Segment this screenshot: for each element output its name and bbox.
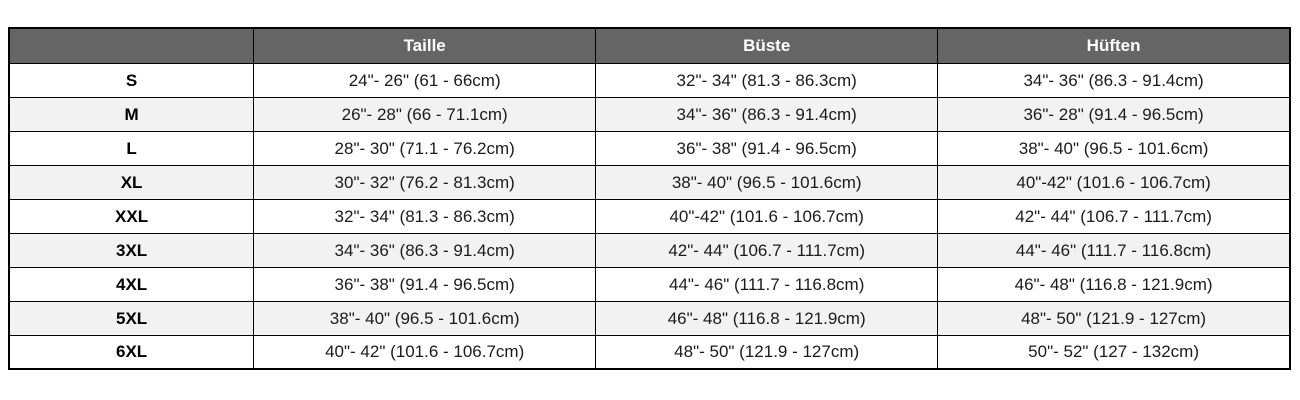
row-size-label: 5XL (8, 300, 255, 336)
bueste-cell: 32"- 34" (81.3 - 86.3cm) (595, 62, 939, 98)
taille-cell: 38"- 40" (96.5 - 101.6cm) (253, 300, 597, 336)
bueste-cell: 34"- 36" (86.3 - 91.4cm) (595, 96, 939, 132)
taille-cell: 24"- 26" (61 - 66cm) (253, 62, 597, 98)
hueften-cell: 42"- 44" (106.7 - 111.7cm) (937, 198, 1291, 234)
header-row: Taille Büste Hüften (8, 27, 1291, 64)
taille-cell: 32"- 34" (81.3 - 86.3cm) (253, 198, 597, 234)
taille-cell: 26"- 28" (66 - 71.1cm) (253, 96, 597, 132)
row-size-label: M (8, 96, 255, 132)
hueften-cell: 34"- 36" (86.3 - 91.4cm) (937, 62, 1291, 98)
hueften-cell: 38"- 40" (96.5 - 101.6cm) (937, 130, 1291, 166)
bueste-cell: 36"- 38" (91.4 - 96.5cm) (595, 130, 939, 166)
hueften-column-header: Hüften (937, 27, 1291, 64)
size-chart-container: Taille Büste Hüften S 24"- 26" (61 - 66cm… (8, 27, 1291, 370)
table-row: M 26"- 28" (66 - 71.1cm) 34"- 36" (86.3 - … (8, 96, 1291, 132)
size-chart-body: S 24"- 26" (61 - 66cm) 32"- 34" (81.3 - 86… (8, 62, 1291, 370)
size-chart-header: Taille Büste Hüften (8, 27, 1291, 64)
row-size-label: 4XL (8, 266, 255, 302)
bueste-cell: 48"- 50" (121.9 - 127cm) (595, 334, 939, 370)
table-row: S 24"- 26" (61 - 66cm) 32"- 34" (81.3 - 86… (8, 62, 1291, 98)
table-row: XL 30"- 32" (76.2 - 81.3cm) 38"- 40" (96.5… (8, 164, 1291, 200)
table-row: 3XL 34"- 36" (86.3 - 91.4cm) 42"- 44" (106… (8, 232, 1291, 268)
size-chart-table: Taille Büste Hüften S 24"- 26" (61 - 66cm… (8, 27, 1291, 370)
hueften-cell: 40"-42" (101.6 - 106.7cm) (937, 164, 1291, 200)
row-size-label: 6XL (8, 334, 255, 370)
taille-cell: 30"- 32" (76.2 - 81.3cm) (253, 164, 597, 200)
bueste-cell: 40"-42" (101.6 - 106.7cm) (595, 198, 939, 234)
row-size-label: S (8, 62, 255, 98)
table-row: XXL 32"- 34" (81.3 - 86.3cm) 40"-42" (101.… (8, 198, 1291, 234)
size-column-header (8, 27, 255, 64)
taille-cell: 36"- 38" (91.4 - 96.5cm) (253, 266, 597, 302)
taille-cell: 34"- 36" (86.3 - 91.4cm) (253, 232, 597, 268)
hueften-cell: 46"- 48" (116.8 - 121.9cm) (937, 266, 1291, 302)
row-size-label: XXL (8, 198, 255, 234)
bueste-cell: 38"- 40" (96.5 - 101.6cm) (595, 164, 939, 200)
table-row: 4XL 36"- 38" (91.4 - 96.5cm) 44"- 46" (111… (8, 266, 1291, 302)
hueften-cell: 44"- 46" (111.7 - 116.8cm) (937, 232, 1291, 268)
taille-cell: 40"- 42" (101.6 - 106.7cm) (253, 334, 597, 370)
row-size-label: 3XL (8, 232, 255, 268)
table-row: L 28"- 30" (71.1 - 76.2cm) 36"- 38" (91.4 … (8, 130, 1291, 166)
bueste-cell: 42"- 44" (106.7 - 111.7cm) (595, 232, 939, 268)
taille-column-header: Taille (253, 27, 597, 64)
bueste-cell: 46"- 48" (116.8 - 121.9cm) (595, 300, 939, 336)
hueften-cell: 36"- 28" (91.4 - 96.5cm) (937, 96, 1291, 132)
table-row: 5XL 38"- 40" (96.5 - 101.6cm) 46"- 48" (11… (8, 300, 1291, 336)
row-size-label: L (8, 130, 255, 166)
hueften-cell: 48"- 50" (121.9 - 127cm) (937, 300, 1291, 336)
bueste-column-header: Büste (595, 27, 939, 64)
taille-cell: 28"- 30" (71.1 - 76.2cm) (253, 130, 597, 166)
row-size-label: XL (8, 164, 255, 200)
table-row: 6XL 40"- 42" (101.6 - 106.7cm) 48"- 50" (1… (8, 334, 1291, 370)
bueste-cell: 44"- 46" (111.7 - 116.8cm) (595, 266, 939, 302)
hueften-cell: 50"- 52" (127 - 132cm) (937, 334, 1291, 370)
